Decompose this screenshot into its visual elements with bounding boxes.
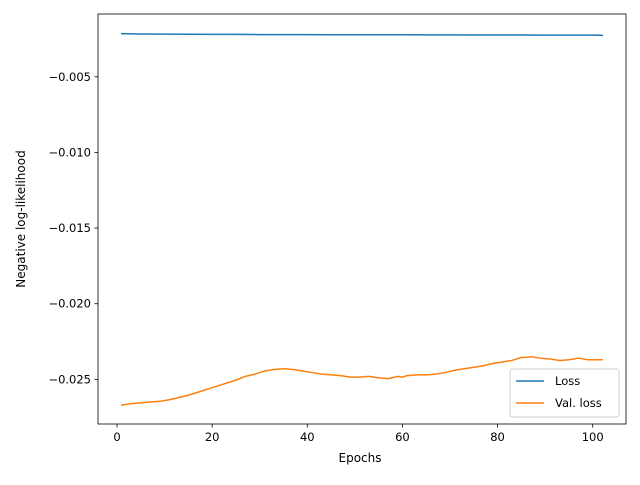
y-axis-ticks: −0.005 −0.010 −0.015 −0.020 −0.025 xyxy=(48,70,98,386)
y-tick-label: −0.015 xyxy=(48,221,91,235)
axes-frame xyxy=(97,13,627,425)
legend: Loss Val. loss xyxy=(509,368,620,418)
series-line-loss xyxy=(121,32,603,37)
x-tick-label: 0 xyxy=(113,430,120,444)
legend-label-loss: Loss xyxy=(555,374,580,388)
x-axis-ticks: 0 20 40 60 80 100 xyxy=(113,424,604,444)
y-axis-label: Negative log-likelihood xyxy=(14,150,28,287)
y-tick-label: −0.025 xyxy=(48,372,91,386)
x-tick-label: 60 xyxy=(395,430,410,444)
y-tick-label: −0.020 xyxy=(48,297,91,311)
series-line-val-loss xyxy=(120,355,603,406)
x-tick-label: 40 xyxy=(300,430,315,444)
y-tick-label: −0.010 xyxy=(48,145,91,159)
x-tick-label: 20 xyxy=(205,430,220,444)
y-tick-label: −0.005 xyxy=(48,70,91,84)
x-tick-label: 100 xyxy=(582,430,604,444)
lines-layer xyxy=(120,32,603,406)
x-axis-label: Epochs xyxy=(339,451,382,465)
legend-label-val-loss: Val. loss xyxy=(555,396,602,410)
x-tick-label: 80 xyxy=(490,430,505,444)
